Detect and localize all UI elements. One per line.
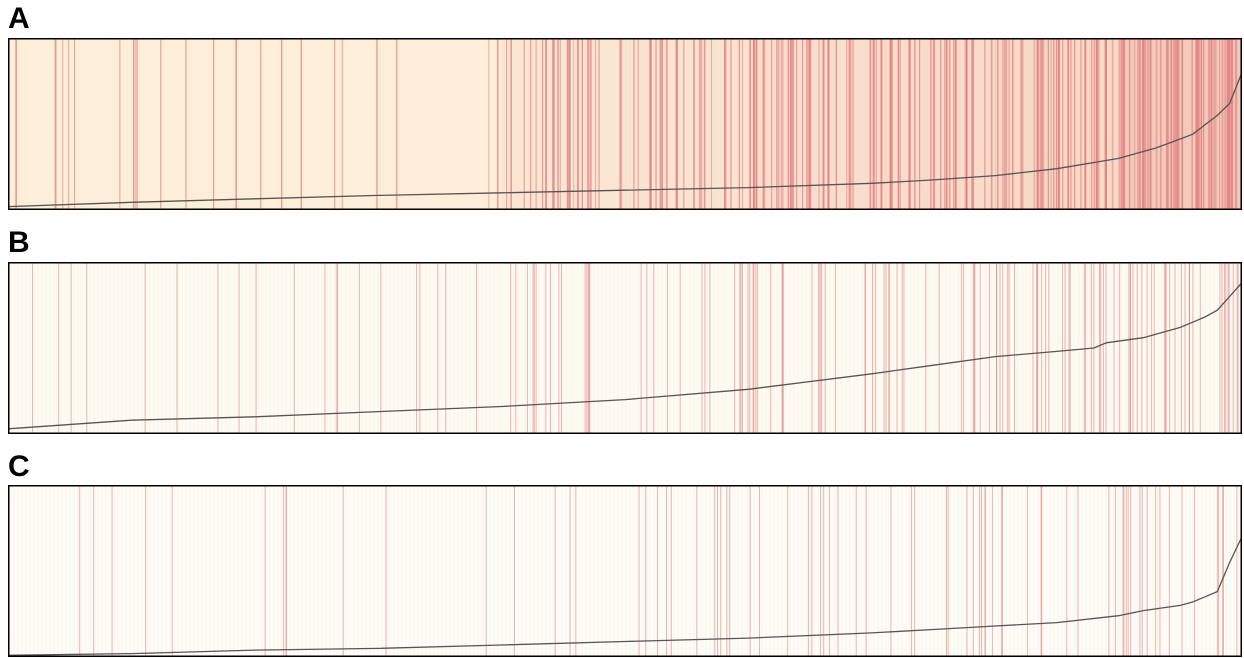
panel-a-heat-band [995,38,1120,210]
panel-c-label: C [8,450,30,483]
panel-b-label: B [8,226,30,259]
panel-c-background [8,485,1242,657]
panel-a-heat-band [1118,38,1242,210]
panel-a-frame [8,38,1242,210]
panel-a-label: A [8,2,30,35]
panel-a-heat-band [625,38,750,210]
panel-c-curve [8,536,1242,656]
panel-c-chart [8,485,1242,657]
panel-b-chart [8,262,1242,434]
panel-a-curve [8,72,1242,208]
panel-b-background [8,262,1242,434]
panel-b-frame [8,262,1242,434]
panel-a-chart [8,38,1242,210]
panel-c-frame [8,485,1242,657]
panel-b-curve [8,282,1242,430]
panel-a-heat-band [501,38,626,210]
